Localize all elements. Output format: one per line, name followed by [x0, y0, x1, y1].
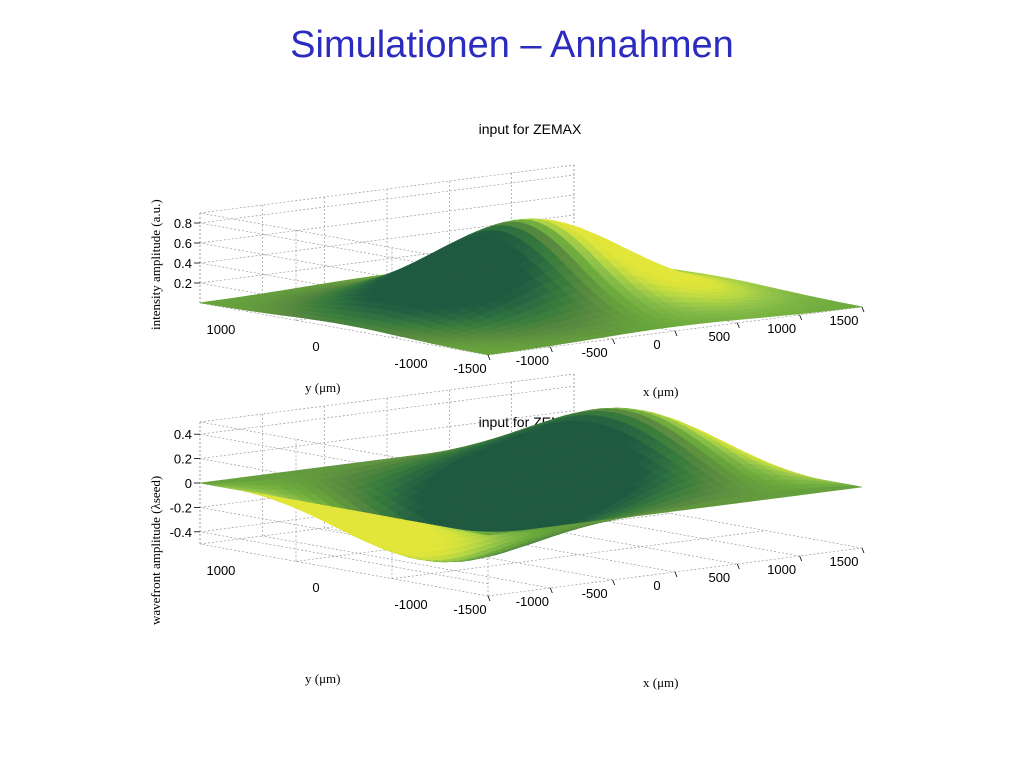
- tick-mark: [549, 346, 553, 353]
- x-tick-label: 500: [708, 329, 730, 344]
- tick-mark: [549, 587, 553, 594]
- tick-mark: [612, 579, 616, 586]
- x-tick-label: -1000: [516, 353, 549, 368]
- y-axis-label: y (μm): [305, 380, 341, 395]
- tick-mark: [861, 306, 865, 313]
- surface-patch: [843, 485, 863, 489]
- z-tick-label: 0.4: [174, 427, 192, 442]
- y-tick-label: -1000: [394, 356, 427, 371]
- tick-mark: [736, 322, 740, 329]
- z-tick-label: 0.2: [174, 276, 192, 291]
- surface: [199, 218, 863, 356]
- tick-mark: [861, 547, 865, 554]
- y-tick-label: 1000: [206, 322, 235, 337]
- tick-mark: [612, 338, 616, 345]
- x-tick-label: -1500: [453, 361, 486, 376]
- z-tick-label: 0.8: [174, 216, 192, 231]
- grid-line: [199, 302, 489, 356]
- y-tick-label: 1000: [206, 563, 235, 578]
- x-tick-label: -1000: [516, 594, 549, 609]
- z-tick-label: 0.6: [174, 236, 192, 251]
- grid-line: [199, 410, 575, 459]
- z-axis-label: intensity amplitude (a.u.): [148, 199, 163, 330]
- tick-labels: -1500 -1000 -500 0 500 1000 1500 1000 0 -1000 0.4 0…: [170, 427, 865, 617]
- grid-line: [199, 194, 575, 244]
- grid-line: [199, 531, 489, 585]
- tick-mark: [674, 330, 678, 337]
- tick-labels: -1500 -1000 -500 0 500 1000 1500 1000 0 -1000 0.2 0…: [174, 216, 865, 376]
- grid-line: [391, 530, 767, 580]
- z-tick-label: 0.2: [174, 452, 192, 467]
- z-tick-label: 0: [185, 476, 192, 491]
- grid-line: [199, 543, 489, 597]
- grid-line: [199, 174, 575, 224]
- z-tick-label: -0.4: [170, 525, 192, 540]
- y-tick-label: 0: [312, 580, 319, 595]
- intensity-plot: input for ZEMAX -1500 -1000 -500 0 500 1000 15…: [148, 121, 865, 399]
- wavefront-plot: input for ZEMAX -1500-1000-5000500100015…: [148, 373, 865, 690]
- grid-line: [511, 503, 800, 557]
- tick-mark: [799, 555, 803, 562]
- tick-mark: [487, 595, 491, 602]
- grid-line: [262, 535, 551, 589]
- x-tick-label: 1000: [767, 321, 796, 336]
- tick-mark: [736, 563, 740, 570]
- y-tick-label: 0: [312, 339, 319, 354]
- grid-line: [199, 234, 575, 284]
- surface: [199, 407, 863, 563]
- grid-line: [324, 527, 613, 581]
- grid-line: [386, 519, 676, 573]
- x-tick-label: 500: [708, 570, 730, 585]
- surface-patch: [843, 304, 863, 309]
- grid-line: [199, 385, 575, 435]
- x-tick-label: 1500: [830, 313, 859, 328]
- slide-title: Simulationen – Annahmen: [290, 24, 734, 66]
- x-tick-label: 1500: [830, 554, 859, 569]
- y-axis-label: y (μm): [305, 671, 341, 686]
- plot-title: input for ZEMAX: [479, 121, 582, 137]
- x-axis-label: x (μm): [643, 675, 679, 690]
- grid-line: [573, 495, 863, 549]
- x-tick-label: -500: [582, 586, 608, 601]
- x-tick-label: -500: [582, 345, 608, 360]
- y-tick-label: -1000: [394, 597, 427, 612]
- x-tick-label: 1000: [767, 562, 796, 577]
- grid-line: [199, 214, 575, 264]
- tick-mark: [799, 314, 803, 321]
- x-axis-label: x (μm): [643, 384, 679, 399]
- x-tick-label: 0: [653, 578, 660, 593]
- grid-line: [449, 511, 738, 565]
- z-axis-label: wavefront amplitude (λseed): [148, 476, 163, 625]
- z-tick-label: 0.4: [174, 256, 192, 271]
- tick-mark: [487, 354, 491, 361]
- tick-mark: [674, 571, 678, 578]
- x-tick-label: 0: [653, 337, 660, 352]
- x-tick-label: -1500: [453, 602, 486, 617]
- z-tick-label: -0.2: [170, 500, 192, 515]
